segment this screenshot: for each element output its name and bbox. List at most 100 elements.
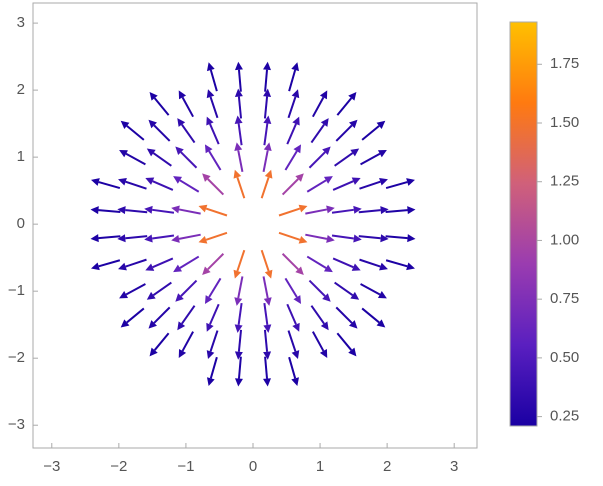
- arrow-head: [91, 178, 100, 186]
- vector-arrow: [233, 249, 246, 279]
- vector-arrow: [260, 249, 273, 279]
- arrow-head: [234, 142, 243, 152]
- arrow-shaft: [205, 207, 228, 217]
- vector-arrow: [206, 303, 220, 332]
- arrow-shaft: [263, 96, 269, 119]
- vector-arrow: [148, 119, 171, 142]
- arrow-shaft: [178, 233, 201, 240]
- vector-arrow: [286, 116, 300, 145]
- vector-arrow: [119, 283, 146, 299]
- vector-arrow: [310, 305, 329, 331]
- vector-arrow: [146, 148, 172, 167]
- arrow-shaft: [336, 332, 353, 351]
- arrow-head: [119, 291, 129, 299]
- arrow-shaft: [208, 150, 222, 171]
- arrow-shaft: [260, 176, 270, 199]
- arrow-head: [175, 146, 184, 156]
- vector-arrow: [198, 204, 228, 217]
- arrow-head: [292, 322, 300, 332]
- vector-arrow: [173, 255, 200, 273]
- colorbar-tick-label: 1.75: [550, 55, 579, 72]
- arrow-head: [348, 91, 357, 101]
- vector-arrow: [311, 90, 328, 118]
- vector-arrow: [311, 331, 328, 358]
- arrow-head: [234, 324, 243, 333]
- arrow-head: [353, 205, 362, 214]
- arrow-shaft: [385, 235, 408, 240]
- vector-arrow: [177, 118, 196, 144]
- vector-arrow: [385, 178, 415, 190]
- arrow-head: [291, 350, 300, 360]
- colorbar: [509, 21, 538, 427]
- x-tick-label: −2: [110, 458, 127, 475]
- arrow-shaft: [310, 305, 325, 325]
- vector-arrow: [305, 233, 335, 243]
- arrow-head: [379, 262, 388, 271]
- arrow-shaft: [125, 209, 148, 214]
- vector-arrow: [385, 206, 416, 215]
- arrow-head: [349, 119, 358, 129]
- arrow-shaft: [152, 208, 175, 214]
- arrow-shaft: [335, 306, 353, 324]
- arrow-head: [233, 269, 242, 279]
- y-tick-label: 1: [17, 148, 25, 165]
- arrow-shaft: [153, 332, 170, 351]
- vector-arrow: [260, 169, 273, 199]
- arrow-shaft: [126, 125, 145, 141]
- arrow-head: [326, 234, 335, 243]
- vector-arrow: [178, 90, 194, 118]
- vector-arrow: [287, 89, 300, 119]
- arrow-shaft: [358, 235, 381, 240]
- arrow-head: [90, 234, 99, 243]
- vector-arrow: [360, 283, 387, 299]
- vector-arrow: [263, 115, 272, 146]
- arrow-head: [264, 169, 273, 179]
- arrow-head: [118, 177, 127, 186]
- arrow-shaft: [237, 123, 243, 146]
- arrow-head: [206, 322, 214, 332]
- arrow-head: [173, 264, 183, 273]
- arrow-shaft: [308, 279, 326, 297]
- arrow-shaft: [236, 249, 246, 272]
- colorbar-tick-label: 1.00: [550, 231, 579, 248]
- arrow-shaft: [278, 207, 301, 217]
- arrow-head: [234, 351, 243, 360]
- arrow-shaft: [335, 124, 353, 142]
- arrow-head: [293, 144, 302, 154]
- arrow-head: [319, 349, 328, 358]
- arrow-head: [263, 142, 272, 152]
- arrow-head: [376, 319, 386, 328]
- vector-arrow: [119, 149, 146, 166]
- arrow-shaft: [125, 152, 146, 166]
- vector-arrow: [117, 206, 148, 215]
- vector-arrow: [334, 281, 360, 300]
- vector-arrow: [263, 88, 272, 119]
- arrow-shaft: [98, 209, 121, 214]
- colorbar-tick-label: 1.25: [550, 173, 579, 190]
- arrow-shaft: [152, 180, 174, 191]
- vector-arrow: [234, 88, 243, 119]
- arrow-head: [117, 206, 126, 215]
- arrow-shaft: [98, 235, 121, 240]
- vector-arrow: [308, 279, 331, 302]
- arrow-head: [90, 206, 99, 215]
- arrow-shaft: [288, 69, 297, 92]
- arrow-shaft: [125, 258, 147, 268]
- vector-arrow: [262, 276, 272, 306]
- arrow-shaft: [306, 255, 327, 269]
- vector-arrow: [284, 277, 302, 304]
- arrow-shaft: [262, 276, 269, 299]
- arrow-shaft: [263, 123, 269, 146]
- colorbar-tick-label: 1.50: [550, 114, 579, 131]
- x-tick-label: 3: [450, 458, 458, 475]
- arrow-shaft: [125, 235, 148, 240]
- vector-arrow: [263, 329, 272, 360]
- arrow-shaft: [209, 356, 218, 379]
- vector-arrow: [360, 149, 387, 166]
- arrow-head: [380, 206, 389, 215]
- vector-arrow: [198, 231, 228, 244]
- vector-arrow: [385, 259, 415, 271]
- vector-arrow: [332, 257, 361, 271]
- arrow-head: [293, 295, 302, 304]
- vector-arrow: [91, 259, 121, 271]
